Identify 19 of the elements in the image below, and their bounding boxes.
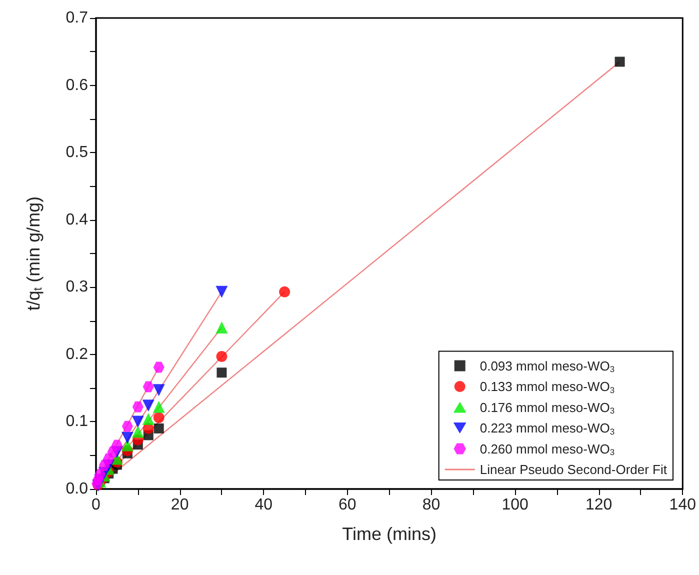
x-tick-label: 60: [338, 496, 356, 514]
y-tick-label: 0.0: [66, 480, 88, 498]
x-axis-title: Time (mins): [342, 524, 436, 544]
y-tick-label: 0.6: [66, 76, 88, 94]
legend-label: Linear Pseudo Second-Order Fit: [480, 462, 668, 477]
x-tick-label: 100: [502, 496, 528, 514]
x-tick-label: 20: [170, 496, 189, 514]
y-tick-label: 0.1: [66, 413, 88, 430]
y-tick-label: 0.4: [66, 211, 88, 228]
y-tick-label: 0.5: [66, 144, 88, 162]
y-tick-label: 0.7: [66, 10, 88, 26]
x-tick-label: 80: [422, 496, 440, 514]
x-tick-label: 0: [92, 496, 101, 514]
y-tick-label: 0.3: [66, 278, 88, 296]
x-tick-label: 120: [585, 496, 612, 514]
y-axis-title: t/qt (min g/mg): [24, 196, 44, 311]
x-tick-label: 140: [669, 496, 696, 514]
x-tick-label: 40: [254, 496, 273, 514]
y-tick-label: 0.2: [66, 346, 88, 363]
